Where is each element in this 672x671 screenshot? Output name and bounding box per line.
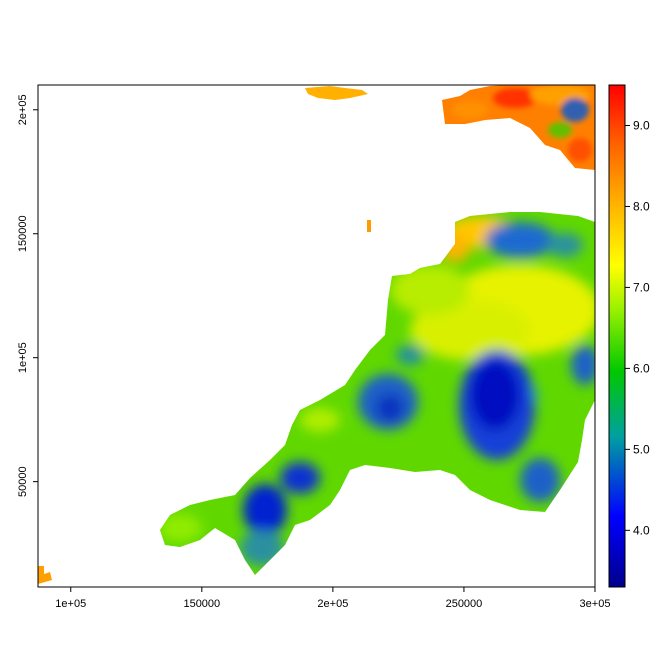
x-tick-label: 150000 <box>183 598 220 610</box>
colorbar-tick-label: 7.0 <box>633 280 650 294</box>
colorbar <box>609 85 625 587</box>
x-tick-label: 1e+05 <box>55 598 86 610</box>
y-tick-label: 1e+05 <box>17 342 29 373</box>
colorbar-axis: 4.0 5.0 6.0 7.0 8.0 9.0 <box>625 118 650 537</box>
island-fragment <box>367 220 371 232</box>
colorbar-tick-label: 6.0 <box>633 361 650 375</box>
colorbar-frame <box>608 84 626 588</box>
x-tick-label: 250000 <box>446 598 483 610</box>
y-tick-label: 2e+05 <box>17 94 29 125</box>
colorbar-tick-label: 8.0 <box>633 199 650 213</box>
colorbar-tick-label: 9.0 <box>633 118 650 132</box>
x-axis: 1e+05 150000 2e+05 250000 3e+05 <box>55 587 610 610</box>
y-tick-label: 150000 <box>17 215 29 252</box>
colorbar-tick-label: 5.0 <box>633 442 650 456</box>
colorbar-tick-label: 4.0 <box>633 523 650 537</box>
scilly-fragment <box>38 566 52 584</box>
y-axis: 50000 1e+05 150000 2e+05 <box>17 94 38 497</box>
x-tick-label: 3e+05 <box>580 598 611 610</box>
lundy-fragment <box>305 86 368 100</box>
wales-raster <box>442 85 595 170</box>
plot-frame <box>37 84 596 588</box>
x-tick-label: 2e+05 <box>317 598 348 610</box>
y-tick-label: 50000 <box>17 466 29 497</box>
